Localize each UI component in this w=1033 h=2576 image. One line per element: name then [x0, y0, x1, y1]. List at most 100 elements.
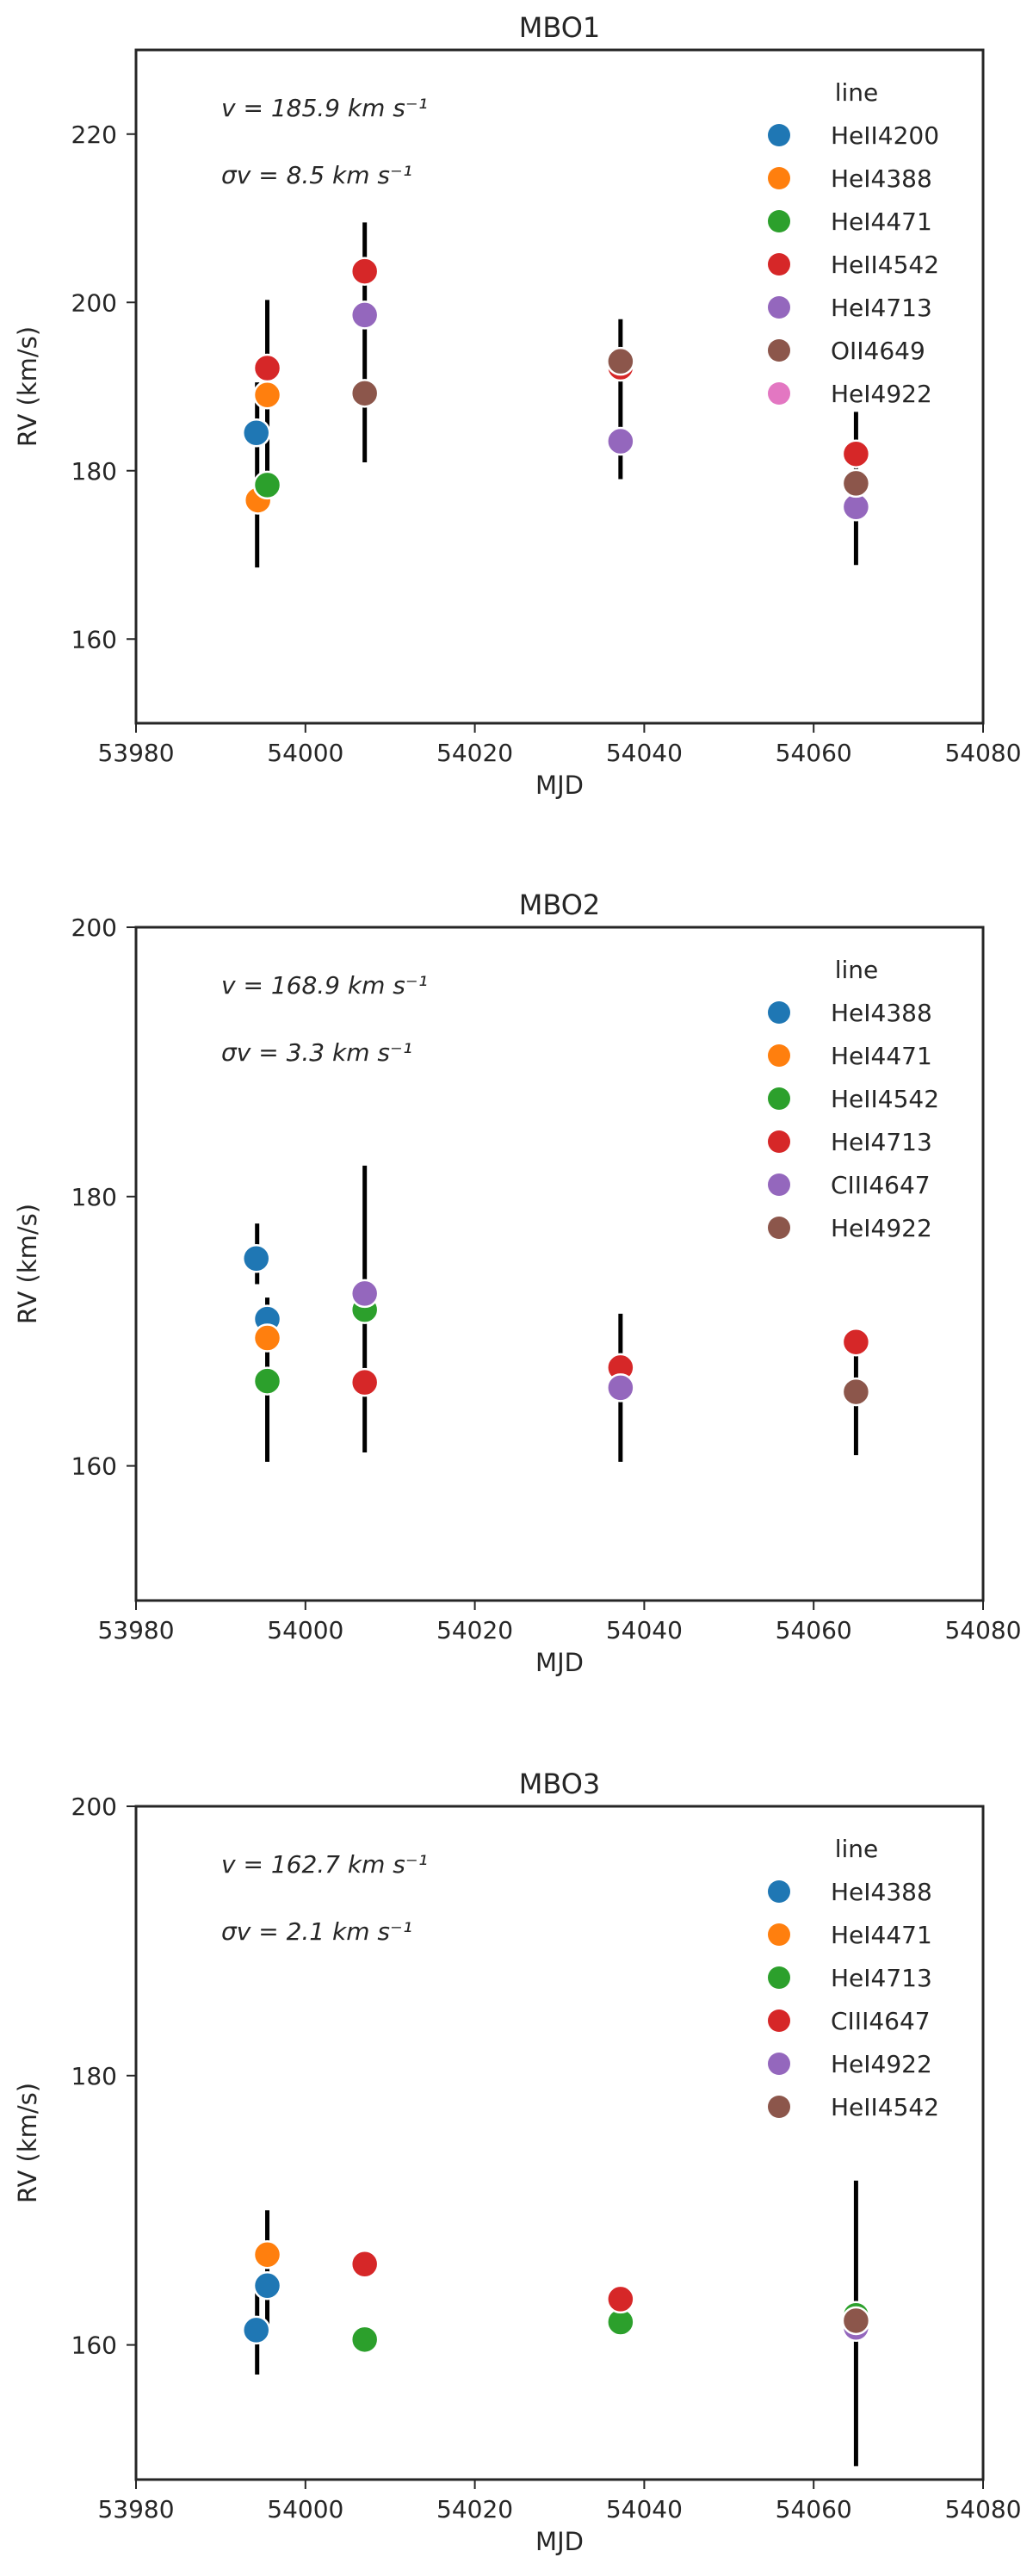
legend-label: HeI4713 [831, 1964, 932, 1992]
legend-label: HeI4922 [831, 2050, 932, 2078]
x-tick-label: 54020 [436, 739, 513, 767]
data-point-ciii4647 [606, 2284, 635, 2314]
x-tick-label: 54000 [267, 1616, 343, 1644]
legend-label: HeI4471 [831, 207, 932, 236]
x-tick-label: 53980 [97, 2495, 174, 2523]
plot-frame [134, 48, 985, 725]
x-tick-label: 53980 [97, 1616, 174, 1644]
data-point-hei4713 [349, 2325, 380, 2355]
x-axis-label: MJD [535, 2527, 584, 2556]
x-tick-label: 54060 [776, 2495, 852, 2523]
x-tick-label: 54000 [267, 2495, 343, 2523]
legend-label: HeI4388 [831, 999, 932, 1027]
sigma-annotation: σv = 3.3 km s⁻¹ [221, 1038, 412, 1067]
velocity-annotation: v = 168.9 km s⁻¹ [221, 971, 428, 1000]
legend-label: HeI4922 [831, 1214, 932, 1242]
legend-marker [768, 1001, 790, 1024]
data-point-heii4542 [252, 1366, 282, 1396]
velocity-annotation: v = 185.9 km s⁻¹ [221, 94, 428, 122]
data-point-hei4388 [252, 381, 282, 410]
legend-label: HeI4922 [831, 380, 932, 408]
data-point-hei4713 [349, 300, 380, 330]
legend-label: HeI4388 [831, 164, 932, 193]
chart-title: MBO2 [519, 889, 601, 921]
data-point-hei4713 [349, 1367, 380, 1397]
y-tick-label: 180 [71, 2062, 117, 2090]
legend-label: HeI4471 [831, 1042, 932, 1070]
y-tick-label: 160 [71, 1452, 117, 1481]
legend-label: HeII4200 [831, 121, 939, 150]
legend-marker [768, 167, 790, 189]
y-tick-label: 160 [71, 625, 117, 653]
y-tick-label: 200 [71, 1793, 117, 1821]
x-tick-label: 54020 [436, 1616, 513, 1644]
x-tick-label: 54040 [606, 2495, 683, 2523]
legend-label: OII4649 [831, 337, 925, 365]
data-point-hei4471 [252, 2240, 282, 2269]
legend-marker [768, 1966, 790, 1989]
data-point-hei4471 [252, 470, 282, 500]
data-point-ciii4647 [606, 1373, 635, 1403]
chart-title: MBO3 [519, 1768, 601, 1800]
legend-marker [768, 1217, 790, 1239]
legend-title: line [835, 1835, 879, 1863]
legend-label: CIII4647 [831, 1171, 931, 1199]
x-tick-label: 54060 [776, 1616, 852, 1644]
y-tick-label: 180 [71, 457, 117, 486]
chart-title: MBO1 [519, 11, 601, 44]
y-tick-label: 160 [71, 2331, 117, 2360]
x-tick-label: 54000 [267, 739, 343, 767]
data-point-heii4542 [252, 353, 282, 383]
data-point-heii4542 [841, 2306, 871, 2336]
legend-marker [768, 2009, 790, 2032]
data-point-hei4388 [241, 1243, 271, 1273]
data-point-hei4713 [841, 1327, 871, 1357]
x-tick-label: 53980 [97, 739, 174, 767]
legend-marker [768, 210, 790, 232]
legend-label: HeII4542 [831, 2093, 939, 2121]
legend-marker [768, 124, 790, 146]
y-tick-label: 220 [71, 121, 117, 149]
x-axis-label: MJD [535, 1648, 584, 1677]
x-tick-label: 54060 [776, 739, 852, 767]
velocity-annotation: v = 162.7 km s⁻¹ [221, 1850, 428, 1879]
data-point-oii4649 [606, 346, 635, 376]
x-tick-label: 54040 [606, 739, 683, 767]
legend-title: line [835, 78, 879, 107]
data-point-hei4713 [606, 426, 635, 456]
data-point-hei4388 [241, 2315, 271, 2345]
data-point-hei4922 [841, 1377, 871, 1407]
x-tick-label: 54040 [606, 1616, 683, 1644]
data-point-heii4200 [241, 418, 271, 448]
legend-marker [768, 1044, 790, 1067]
legend-marker [768, 1173, 790, 1196]
legend-label: HeII4542 [831, 251, 939, 279]
x-tick-label: 54080 [944, 739, 1021, 767]
legend: line HeI4388 HeI4471 HeI4713 CIII4647 HeI4922… [768, 1835, 939, 2121]
x-tick-label: 54080 [944, 2495, 1021, 2523]
chart-panel-mbo1: MBO1 53980 54000 54020 54040 54060 54080 160 180… [13, 11, 1022, 800]
legend-marker [768, 339, 790, 362]
plot-frame [134, 926, 985, 1602]
data-point-heii4542 [349, 257, 380, 286]
data-point-ciii4647 [349, 2250, 380, 2279]
legend: line HeI4388 HeI4471 HeII4542 HeI4713 CIII464… [768, 956, 939, 1242]
y-tick-label: 200 [71, 913, 117, 942]
legend-label: HeI4713 [831, 294, 932, 322]
data-point-oii4649 [349, 379, 380, 408]
legend-marker [768, 1087, 790, 1110]
data-point-hei4388 [252, 2271, 282, 2300]
y-tick-label: 200 [71, 288, 117, 317]
legend-label: HeI4471 [831, 1921, 932, 1949]
data-point-ciii4647 [349, 1279, 380, 1309]
legend-label: HeII4542 [831, 1085, 939, 1113]
legend-marker [768, 1130, 790, 1153]
chart-panel-mbo2: MBO2 53980 54000 54020 54040 54060 54080 160 180… [13, 889, 1022, 1677]
legend-marker [768, 1880, 790, 1903]
sigma-annotation: σv = 2.1 km s⁻¹ [221, 1917, 412, 1946]
data-point-oii4649 [841, 468, 871, 498]
legend-marker [768, 2096, 790, 2118]
legend-label: CIII4647 [831, 2007, 931, 2035]
legend-title: line [835, 956, 879, 984]
